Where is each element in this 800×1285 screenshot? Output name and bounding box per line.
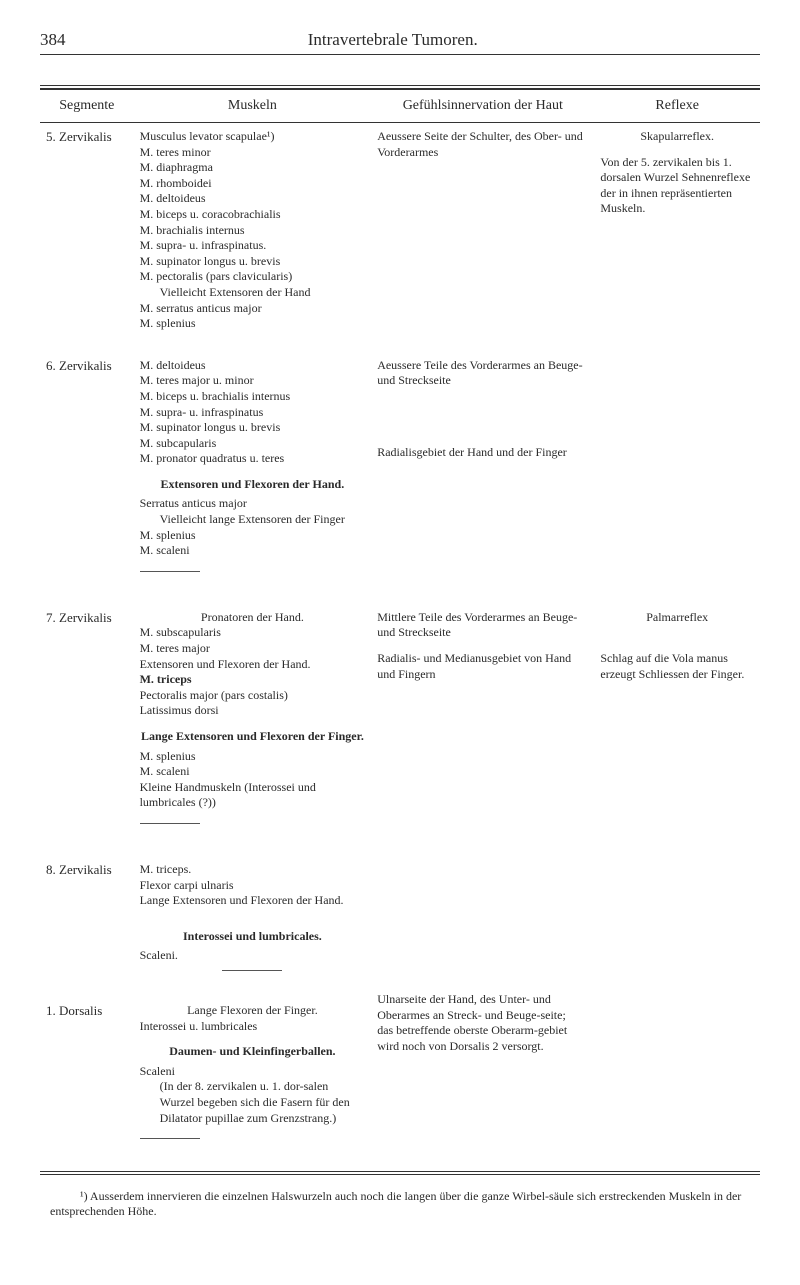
cell-muskeln: Pronatoren der Hand.M. subscapularisM. t…	[134, 604, 372, 856]
center-text: Lange Flexoren der Finger.	[140, 1003, 366, 1019]
text-line: M. scaleni	[140, 764, 366, 780]
text-line: M. teres minor	[140, 145, 366, 161]
center-text: Pronatoren der Hand.	[140, 610, 366, 626]
page-number: 384	[40, 30, 66, 50]
text-line: M. teres major u. minor	[140, 373, 366, 389]
table-header-row: Segmente Muskeln Gefühlsinnervation der …	[40, 90, 760, 123]
text-line: M. deltoideus	[140, 358, 366, 374]
text-line: M. subscapularis	[140, 625, 366, 641]
text-line: Serratus anticus major	[140, 496, 366, 512]
cell-muskeln: M. triceps.Flexor carpi ulnarisLange Ext…	[134, 856, 372, 997]
text-line: M. diaphragma	[140, 160, 366, 176]
cell-muskeln: M. deltoideusM. teres major u. minorM. b…	[134, 352, 372, 604]
indented-text: Vielleicht lange Extensoren der Finger	[160, 512, 366, 528]
bold-heading: Lange Extensoren und Flexoren der Finger…	[140, 729, 366, 745]
main-table: Segmente Muskeln Gefühlsinnervation der …	[40, 89, 760, 1171]
text-line: M. rhomboidei	[140, 176, 366, 192]
indented-text: (In der 8. zervikalen u. 1. dor-salen Wu…	[160, 1079, 366, 1126]
page-title: Intravertebrale Tumoren.	[66, 30, 721, 50]
spacer	[600, 145, 754, 155]
cell-haut: Aeussere Seite der Schulter, des Ober- u…	[371, 123, 594, 352]
cell-segment: 5. Zervikalis	[40, 123, 134, 352]
table-row: 8. ZervikalisM. triceps.Flexor carpi uln…	[40, 856, 760, 997]
text-line: Schlag auf die Vola manus erzeugt Schlie…	[600, 651, 754, 682]
cell-muskeln: Lange Flexoren der Finger.Interossei u. …	[134, 997, 372, 1171]
text-line: Mittlere Teile des Vorderarmes an Beuge-…	[377, 610, 588, 641]
main-table-container: Segmente Muskeln Gefühlsinnervation der …	[40, 85, 760, 1175]
cell-muskeln: Musculus levator scapulae¹)M. teres mino…	[134, 123, 372, 352]
text-line: Latissimus dorsi	[140, 703, 366, 719]
rule-divider	[140, 1138, 200, 1139]
text-line: das betreffende oberste Oberarm-gebiet w…	[377, 1023, 588, 1054]
text-line: Scaleni	[140, 1064, 366, 1080]
col-muskeln: Muskeln	[134, 90, 372, 123]
cell-segment: 8. Zervikalis	[40, 856, 134, 997]
center-text: Palmarreflex	[600, 610, 754, 626]
rule-divider	[140, 571, 200, 572]
text-line: M. supra- u. infraspinatus	[140, 405, 366, 421]
text-line: Pectoralis major (pars costalis)	[140, 688, 366, 704]
text-line: M. biceps u. brachialis internus	[140, 389, 366, 405]
text-line: M. pronator quadratus u. teres	[140, 451, 366, 467]
page-header: 384 Intravertebrale Tumoren.	[40, 30, 760, 55]
bold-heading: Interossei und lumbricales.	[140, 929, 366, 945]
text-line: Von der 5. zervikalen bis 1. dorsalen Wu…	[600, 155, 754, 217]
cell-segment: 6. Zervikalis	[40, 352, 134, 604]
text-line: M. brachialis internus	[140, 223, 366, 239]
cell-reflexe: Skapularreflex. Von der 5. zervikalen bis…	[594, 123, 760, 352]
cell-segment: 7. Zervikalis	[40, 604, 134, 856]
text-line: M. supra- u. infraspinatus.	[140, 238, 366, 254]
text-line-bold: M. triceps	[140, 672, 366, 688]
col-haut: Gefühlsinnervation der Haut	[371, 90, 594, 123]
footnote: ¹) Ausserdem innervieren die einzelnen H…	[40, 1189, 760, 1219]
table-row: 7. ZervikalisPronatoren der Hand.M. subs…	[40, 604, 760, 856]
text-line: M. splenius	[140, 749, 366, 765]
spacer	[600, 625, 754, 651]
indented-text: Vielleicht Extensoren der Hand	[160, 285, 366, 301]
text-line: M. scaleni	[140, 543, 366, 559]
text-line: M. biceps u. coracobrachialis	[140, 207, 366, 223]
col-segmente: Segmente	[40, 90, 134, 123]
text-line: Flexor carpi ulnaris	[140, 878, 366, 894]
spacer	[140, 909, 366, 919]
spacer	[377, 641, 588, 651]
text-line: Interossei u. lumbricales	[140, 1019, 366, 1035]
text-line: M. splenius	[140, 528, 366, 544]
text-line: Extensoren und Flexoren der Hand.	[140, 657, 366, 673]
spacer	[377, 389, 588, 445]
text-line: Aeussere Seite der Schulter, des Ober- u…	[377, 129, 588, 160]
table-row: 5. ZervikalisMusculus levator scapulae¹)…	[40, 123, 760, 352]
cell-haut: Mittlere Teile des Vorderarmes an Beuge-…	[371, 604, 594, 856]
rule-divider	[140, 823, 200, 824]
col-reflexe: Reflexe	[594, 90, 760, 123]
text-line: M. subcapularis	[140, 436, 366, 452]
text-line: Lange Extensoren und Flexoren der Hand.	[140, 893, 366, 909]
text-line: Kleine Handmuskeln (Interossei und lumbr…	[140, 780, 366, 811]
text-line: M. deltoideus	[140, 191, 366, 207]
text-line: M. teres major	[140, 641, 366, 657]
text-line: M. triceps.	[140, 862, 366, 878]
center-text: Skapularreflex.	[600, 129, 754, 145]
cell-haut: Aeussere Teile des Vorderarmes an Beuge-…	[371, 352, 594, 604]
cell-reflexe	[594, 856, 760, 1171]
text-line: Radialis- und Medianusgebiet von Hand un…	[377, 651, 588, 682]
bold-heading: Daumen- und Kleinfingerballen.	[140, 1044, 366, 1060]
text-line: M. supinator longus u. brevis	[140, 420, 366, 436]
cell-reflexe	[594, 352, 760, 604]
text-line: M. pectoralis (pars clavicularis)	[140, 269, 366, 285]
text-line: M. serratus anticus major	[140, 301, 366, 317]
text-line: M. supinator longus u. brevis	[140, 254, 366, 270]
cell-haut: Ulnarseite der Hand, des Unter- und Ober…	[371, 856, 594, 1171]
text-line: Ulnarseite der Hand, des Unter- und Ober…	[377, 992, 588, 1023]
table-row: 6. ZervikalisM. deltoideusM. teres major…	[40, 352, 760, 604]
cell-segment: 1. Dorsalis	[40, 997, 134, 1171]
rule-divider	[222, 970, 282, 971]
text-line: Scaleni.	[140, 948, 366, 964]
text-line: M. splenius	[140, 316, 366, 332]
bold-heading: Extensoren und Flexoren der Hand.	[140, 477, 366, 493]
text-line: Aeussere Teile des Vorderarmes an Beuge-…	[377, 358, 588, 389]
text-line: Musculus levator scapulae¹)	[140, 129, 366, 145]
text-line: Radialisgebiet der Hand und der Finger	[377, 445, 588, 461]
cell-reflexe: Palmarreflex Schlag auf die Vola manus er…	[594, 604, 760, 856]
